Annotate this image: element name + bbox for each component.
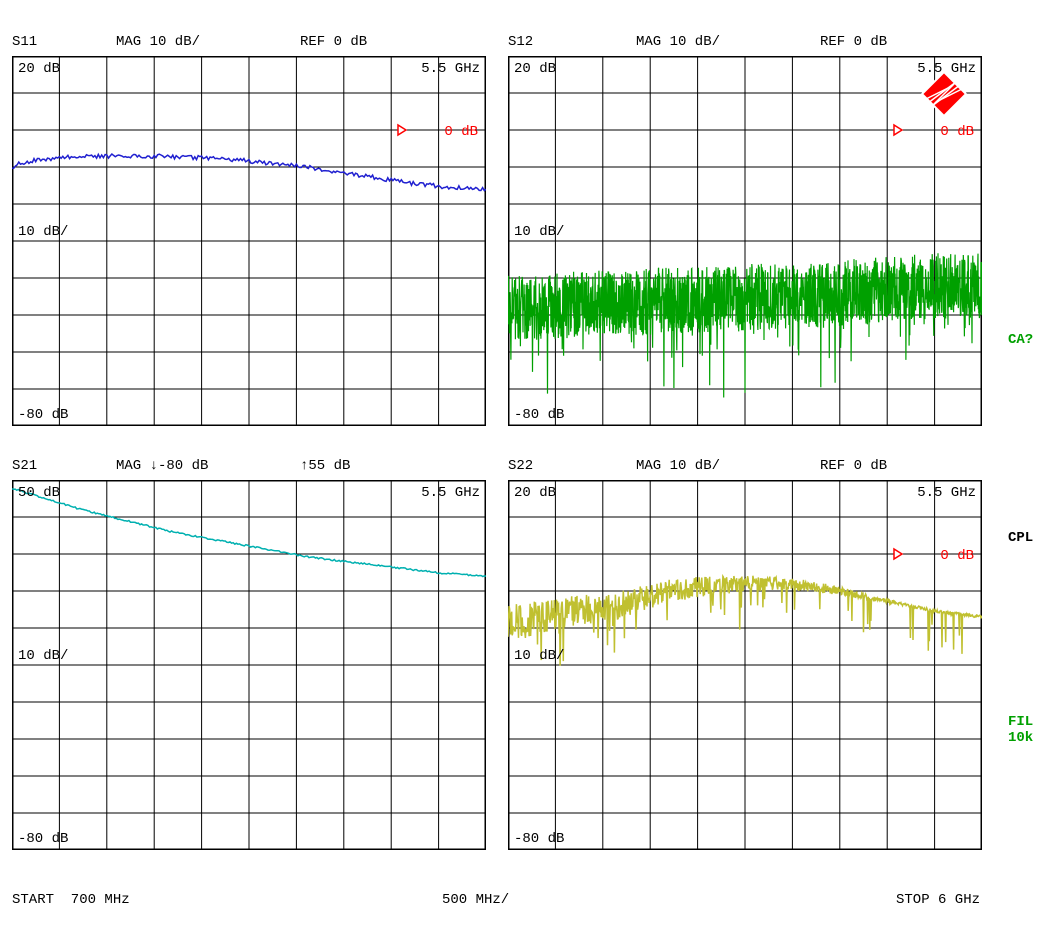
svg-text:20 dB: 20 dB: [514, 61, 556, 77]
svg-text:-80 dB: -80 dB: [18, 407, 68, 423]
svg-text:50 dB: 50 dB: [18, 485, 60, 501]
ref-marker-label: 0 dB: [444, 124, 478, 140]
svg-text:10 dB/: 10 dB/: [18, 224, 68, 240]
ref-marker-label: 0 dB: [940, 548, 974, 564]
s22-name: S22: [508, 458, 533, 474]
svg-text:10 dB/: 10 dB/: [514, 648, 564, 664]
svg-text:20 dB: 20 dB: [18, 61, 60, 77]
footer-stop: STOP 6 GHz: [896, 892, 980, 908]
s21-ref: ↑55 dB: [300, 458, 350, 474]
footer-step: 500 MHz/: [442, 892, 509, 908]
side-cpl: CPL: [1008, 530, 1033, 546]
svg-text:20 dB: 20 dB: [514, 485, 556, 501]
svg-text:-80 dB: -80 dB: [514, 407, 564, 423]
s12-plot: 20 dB5.5 GHz10 dB/-80 dB0 dB: [508, 56, 982, 426]
side-ca: CA?: [1008, 332, 1033, 348]
footer-start: START 700 MHz: [12, 892, 130, 908]
s12-mag: MAG 10 dB/: [636, 34, 720, 50]
s22-plot: 20 dB 5.5 GHz 10 dB/ -80 dB 0 dB: [508, 480, 982, 850]
s11-name: S11: [12, 34, 37, 50]
s12-ref: REF 0 dB: [820, 34, 887, 50]
s21-plot: 50 dB 5.5 GHz 10 dB/ -80 dB: [12, 480, 486, 850]
svg-text:10 dB/: 10 dB/: [18, 648, 68, 664]
svg-text:-80 dB: -80 dB: [514, 831, 564, 847]
svg-text:5.5 GHz: 5.5 GHz: [917, 485, 976, 501]
s11-ref: REF 0 dB: [300, 34, 367, 50]
svg-text:5.5 GHz: 5.5 GHz: [421, 61, 480, 77]
s12-name: S12: [508, 34, 533, 50]
side-fil: FIL 10k: [1008, 714, 1033, 746]
s11-mag: MAG 10 dB/: [116, 34, 200, 50]
s22-ref: REF 0 dB: [820, 458, 887, 474]
s11-plot: 20 dB 5.5 GHz 10 dB/ -80 dB 0 dB: [12, 56, 486, 426]
ref-marker-label: 0 dB: [940, 124, 974, 140]
s21-name: S21: [12, 458, 37, 474]
s21-mag: MAG ↓-80 dB: [116, 458, 208, 474]
svg-text:10 dB/: 10 dB/: [514, 224, 564, 240]
s22-mag: MAG 10 dB/: [636, 458, 720, 474]
vna-quad-display: S11 MAG 10 dB/ REF 0 dB S12 MAG 10 dB/ R…: [0, 0, 1058, 932]
svg-text:5.5 GHz: 5.5 GHz: [421, 485, 480, 501]
svg-text:-80 dB: -80 dB: [18, 831, 68, 847]
